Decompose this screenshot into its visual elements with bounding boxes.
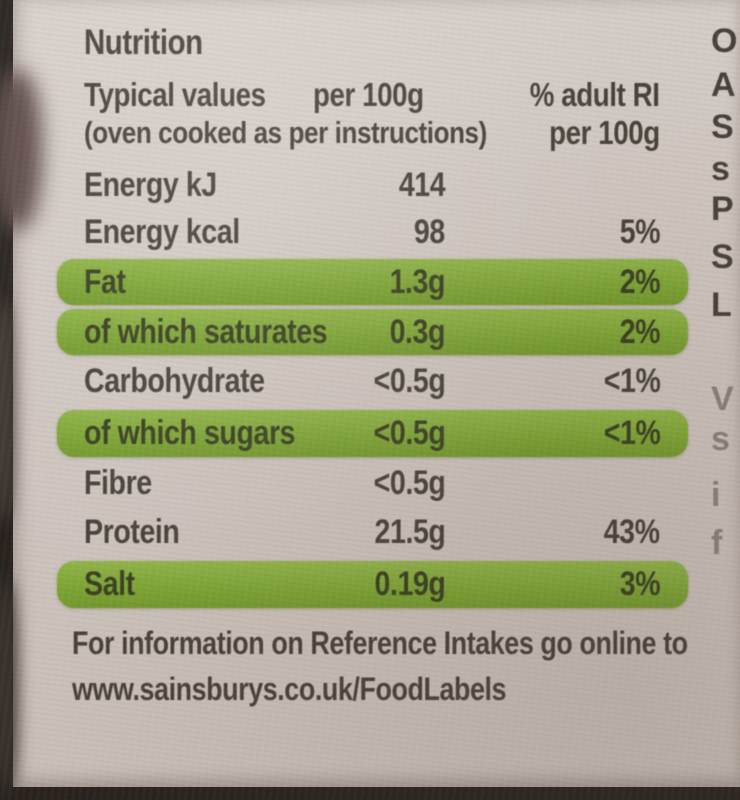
nutrition-row-saturates: of which saturates 0.3g 2% <box>57 308 688 356</box>
table-header-row-2: (oven cooked as per instructions) per 10… <box>84 110 660 156</box>
package-edge-shadow <box>0 70 42 230</box>
value-per-100g: <0.5g <box>373 463 445 502</box>
column-header-adult-ri: % adult RI <box>530 76 660 113</box>
nutrition-title: Nutrition <box>84 20 660 66</box>
row-label: of which sugars <box>84 414 296 452</box>
value-per-100g: 1.3g <box>389 262 446 301</box>
value-percent-ri: 43% <box>604 512 660 551</box>
nutrition-row-salt: Salt 0.19g 3% <box>57 560 688 609</box>
package-edge-shadow <box>0 580 16 790</box>
reference-intakes-note: For information on Reference Intakes go … <box>72 620 724 666</box>
nutrition-row-fibre: Fibre <0.5g <box>84 460 660 506</box>
oven-cooked-note: (oven cooked as per instructions) <box>84 115 487 150</box>
edge-letter-fragment: O <box>711 22 738 60</box>
edge-letter-fragment: S <box>711 108 734 146</box>
value-per-100g: 0.3g <box>389 312 446 351</box>
value-percent-ri: 2% <box>619 262 661 301</box>
food-labels-url: www.sainsburys.co.uk/FoodLabels <box>72 666 724 712</box>
value-per-100g: 98 <box>414 212 445 251</box>
value-percent-ri: 5% <box>619 212 661 251</box>
value-percent-ri: <1% <box>603 361 660 400</box>
row-label: Salt <box>84 565 135 603</box>
package-edge-shadow <box>0 300 12 520</box>
nutrition-row-energy-kj: Energy kJ 414 <box>84 162 660 208</box>
edge-letter-fragment: A <box>711 66 736 104</box>
table-header-row-1: Typical values per 100g % adult RI <box>84 72 660 118</box>
value-per-100g: <0.5g <box>373 414 445 452</box>
value-percent-ri: 2% <box>619 312 661 351</box>
value-per-100g: 0.19g <box>374 565 445 603</box>
row-label: Fat <box>84 262 126 301</box>
edge-letter-fragment: s <box>711 420 730 458</box>
row-label: Energy kcal <box>84 212 240 251</box>
reference-intakes-note-text: For information on Reference Intakes go … <box>72 624 688 661</box>
edge-letter-fragment: s <box>711 150 730 188</box>
nutrition-title-text: Nutrition <box>84 23 203 62</box>
food-labels-url-text: www.sainsburys.co.uk/FoodLabels <box>72 670 507 707</box>
column-header-ri-per-100g: per 100g <box>549 114 660 151</box>
row-label: Fibre <box>84 463 152 502</box>
value-per-100g: 21.5g <box>374 512 445 551</box>
edge-letter-fragment: f <box>711 524 723 562</box>
nutrition-row-protein: Protein 21.5g 43% <box>84 509 660 555</box>
edge-letter-fragment: S <box>711 238 734 276</box>
value-percent-ri: 3% <box>619 565 661 603</box>
nutrition-row-carbohydrate: Carbohydrate <0.5g <1% <box>84 358 660 404</box>
nutrition-row-fat: Fat 1.3g 2% <box>57 258 688 306</box>
nutrition-label-panel <box>13 0 740 787</box>
row-label: of which saturates <box>84 312 328 351</box>
edge-letter-fragment: L <box>711 286 732 324</box>
edge-letter-fragment: P <box>711 190 734 228</box>
edge-letter-fragment: i <box>711 476 721 514</box>
nutrition-row-sugars: of which sugars <0.5g <1% <box>57 409 688 458</box>
row-label: Energy kJ <box>84 165 217 204</box>
row-label: Protein <box>84 512 180 551</box>
value-percent-ri: <1% <box>603 414 660 452</box>
value-per-100g: <0.5g <box>373 361 445 400</box>
column-header-per-100g: per 100g <box>313 76 424 113</box>
column-header-typical-values: Typical values <box>84 76 266 113</box>
value-per-100g: 414 <box>398 165 446 204</box>
nutrition-row-energy-kcal: Energy kcal 98 5% <box>84 209 660 255</box>
row-label: Carbohydrate <box>84 361 265 400</box>
edge-letter-fragment: V <box>711 380 734 418</box>
